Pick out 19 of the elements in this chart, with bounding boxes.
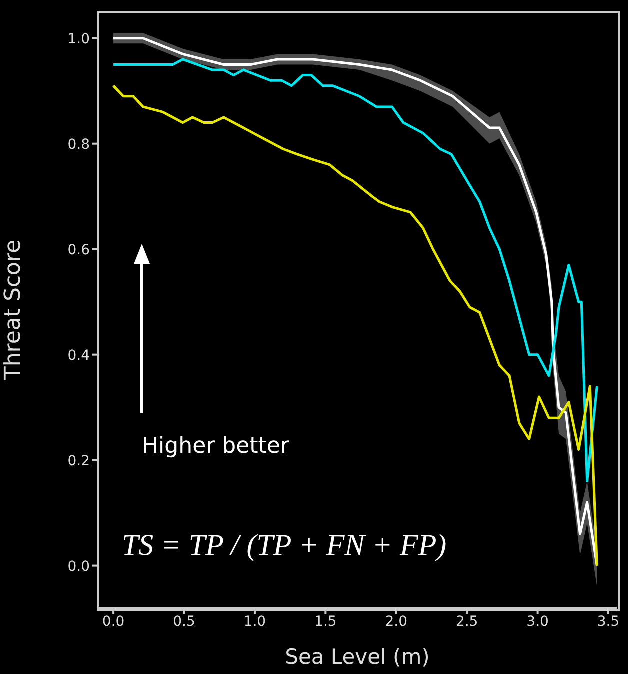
x-axis-title: Sea Level (m) xyxy=(285,645,430,669)
x-tick-label: 0.0 xyxy=(102,614,125,630)
x-tick-label: 1.0 xyxy=(244,614,266,630)
y-axis-title: Threat Score xyxy=(0,240,26,382)
annotation: TS = TP / (TP + FN + FP) xyxy=(122,528,447,563)
y-tick-label: 0.4 xyxy=(68,348,90,364)
x-tick-label: 1.5 xyxy=(314,614,337,630)
x-tick-label: 2.0 xyxy=(385,614,408,630)
x-tick-label: 2.5 xyxy=(456,614,478,630)
x-tick-label: 3.5 xyxy=(597,614,620,630)
x-tick-label: 0.5 xyxy=(173,614,196,630)
annotation: Higher better xyxy=(142,434,290,459)
y-tick-label: 0.0 xyxy=(68,558,90,575)
y-tick-label: 0.8 xyxy=(68,136,90,153)
x-tick-label: 3.0 xyxy=(526,614,549,630)
line-series xyxy=(112,58,598,483)
y-tick-label: 0.2 xyxy=(68,453,90,470)
y-tick-label: 0.6 xyxy=(68,242,90,258)
y-tick-label: 1.0 xyxy=(68,31,90,48)
